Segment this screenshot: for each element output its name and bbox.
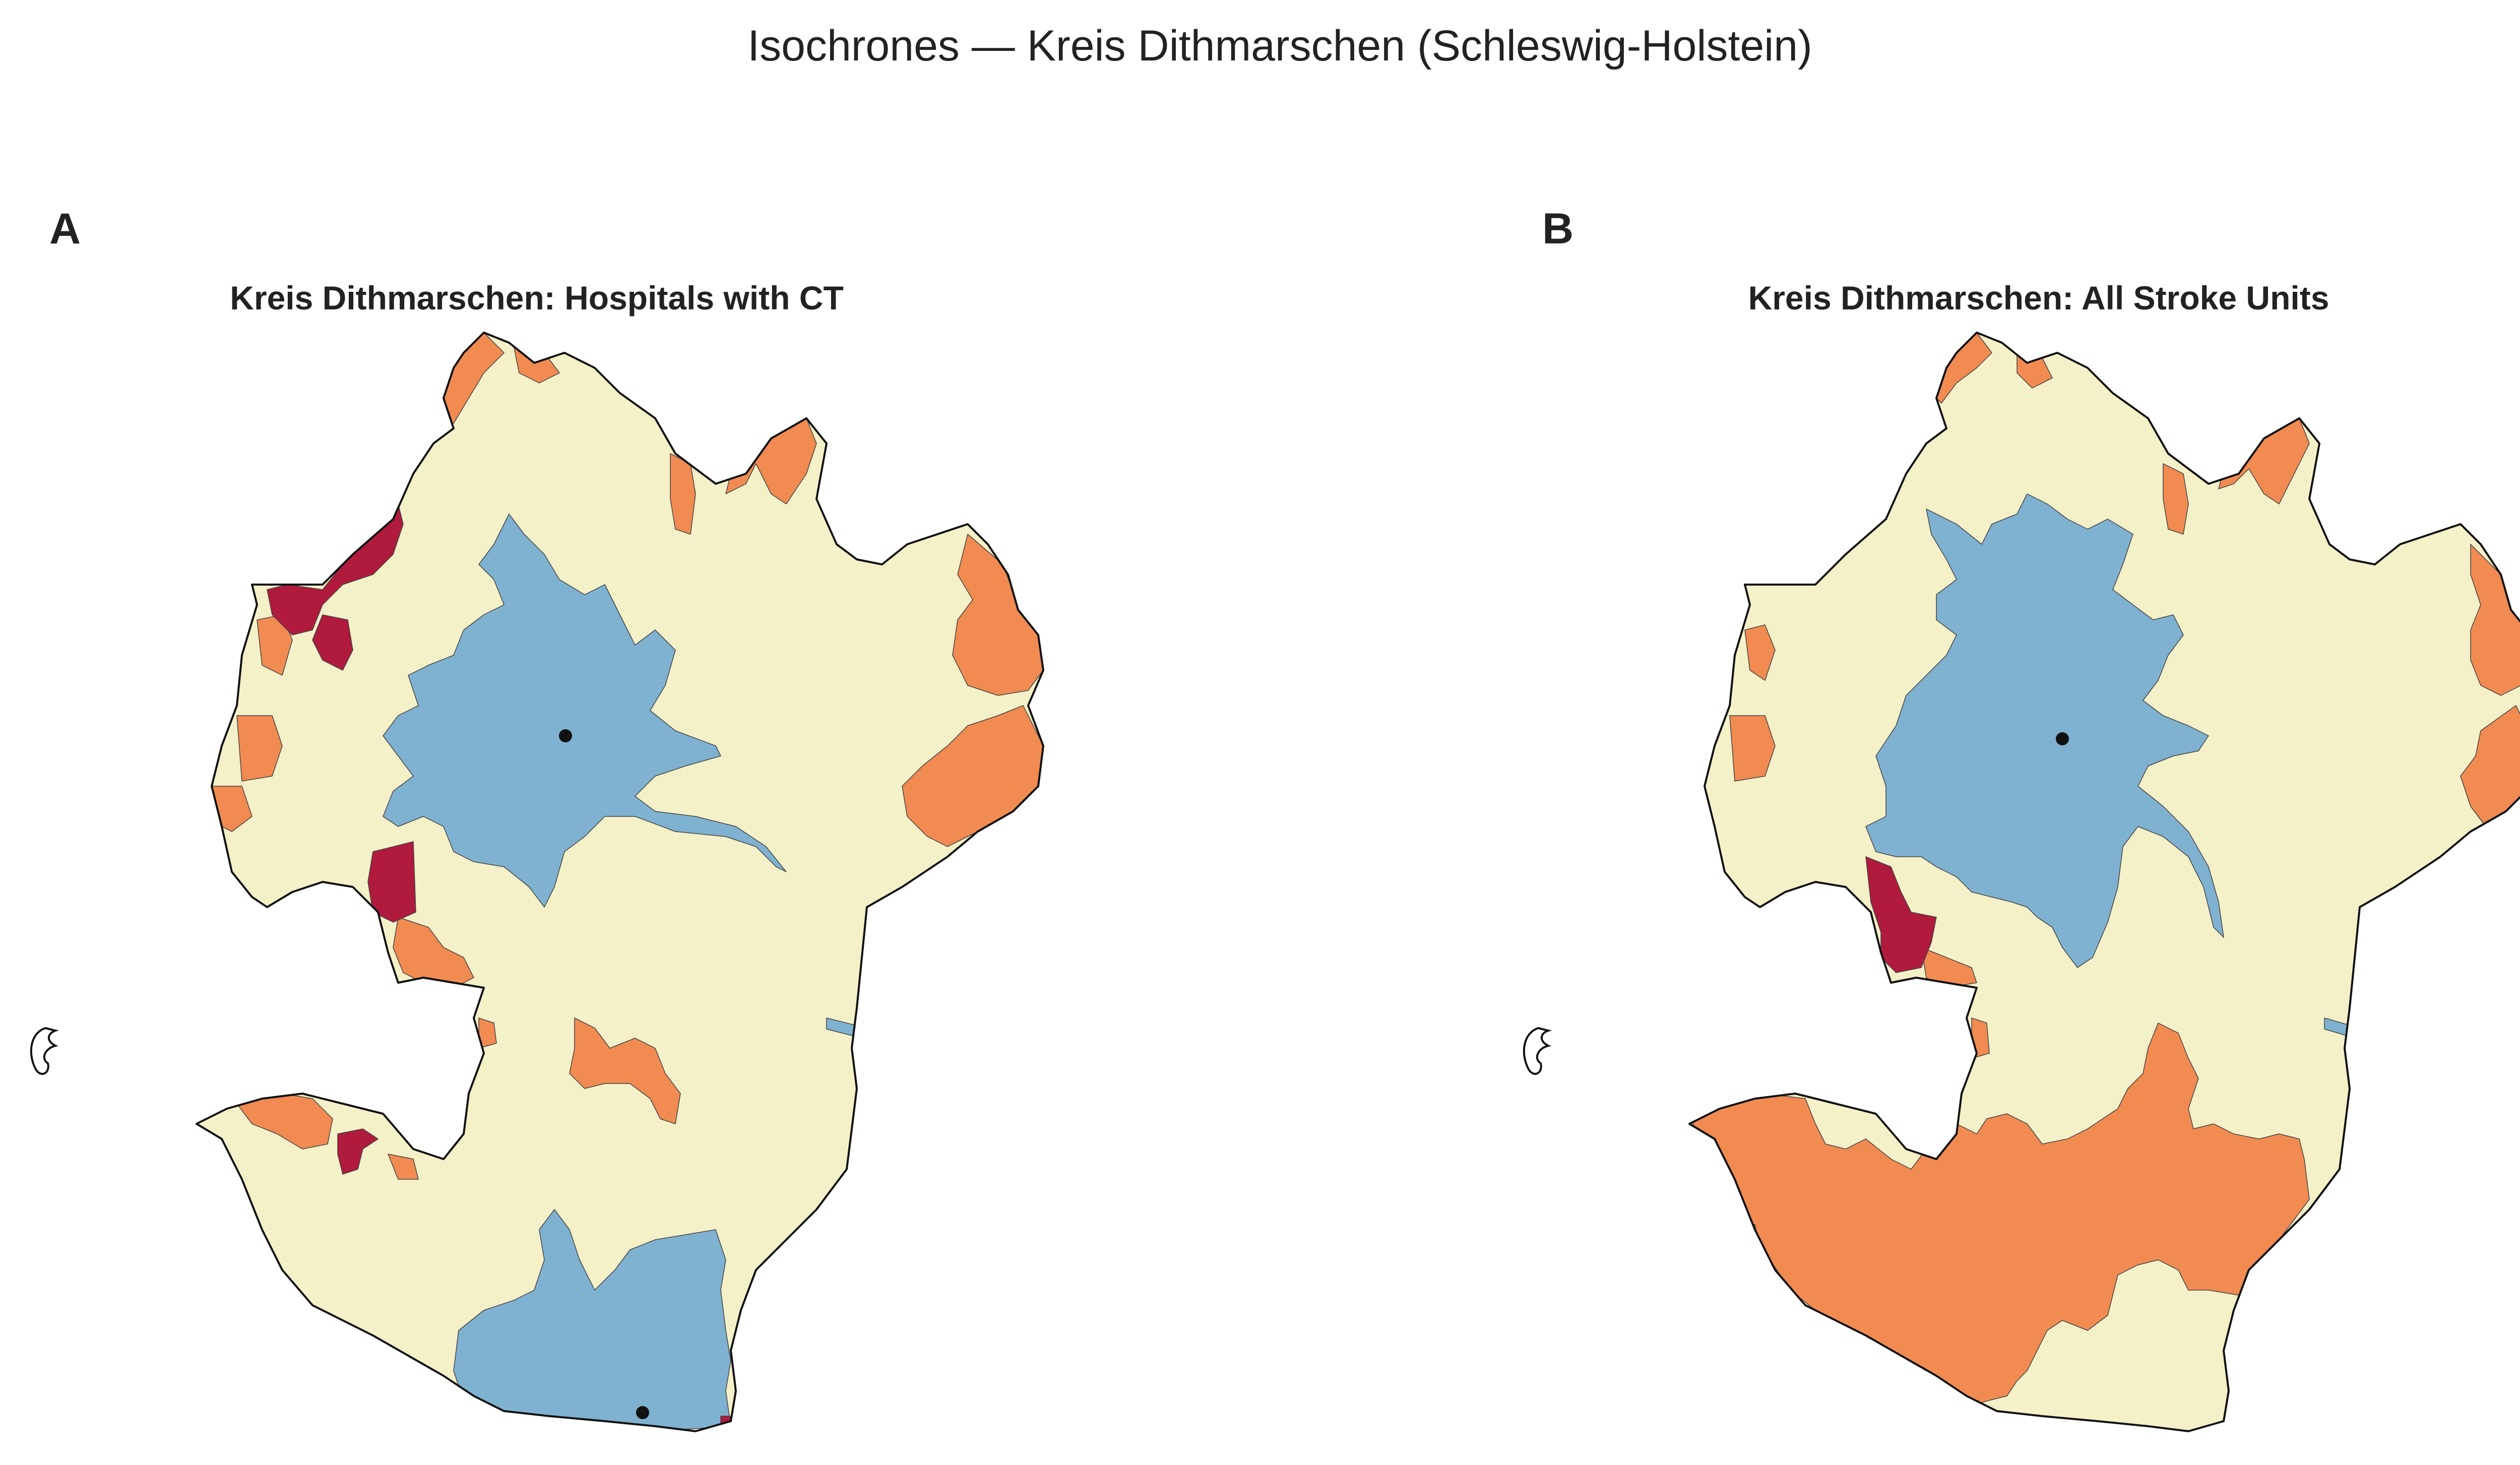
- panel-a-letter: A: [49, 205, 81, 253]
- panel-a-zone-1-south: [453, 1209, 731, 1431]
- panel-b-title: Kreis Dithmarschen: All Stroke Units: [1748, 279, 2329, 316]
- panel-a-hospital-marker-1: [559, 729, 572, 742]
- panel-b-zone-3-west-2: [1729, 715, 1776, 782]
- panel-b-zone-3-west-1: [1744, 624, 1776, 681]
- panel-a-island: [30, 1027, 59, 1075]
- panel-a-title: Kreis Dithmarschen: Hospitals with CT: [230, 279, 844, 316]
- panel-b-zone-3-east-2: [2460, 705, 2520, 827]
- figure-title: Isochrones — Kreis Dithmarschen (Schlesw…: [747, 22, 1812, 70]
- panel-b-letter: B: [1542, 205, 1574, 253]
- panel-a-zone-3-south-small: [388, 1154, 419, 1180]
- panel-a-zone-3-center: [569, 1017, 681, 1124]
- panel-b-zone-3-mid-west-small: [1971, 1017, 1990, 1059]
- panel-b-stroke-unit-marker-1: [2056, 732, 2069, 745]
- panel-a-zone-4-west: [367, 841, 416, 923]
- panel-b-island: [1523, 1027, 1552, 1075]
- panel-a-hospital-marker-2: [636, 1406, 649, 1419]
- panel-b-zone-4-west: [1865, 856, 1937, 973]
- panel-b-map: [1523, 332, 2520, 1432]
- panel-a-map: [30, 332, 1044, 1432]
- panel-b-zone-3-northeast-small: [2163, 463, 2189, 535]
- panel-a-zone-1-north: [383, 514, 787, 908]
- panel-a-zone-3-west-2: [236, 715, 283, 782]
- panel-a-zone-4-south-1: [428, 1400, 444, 1422]
- panel-a-zone-4-northwest-small: [312, 614, 353, 671]
- panel-b-zone-3-mid-west: [1921, 947, 1977, 988]
- panel-a-zone-3-mid-west: [393, 917, 474, 988]
- panel-b-zone-1-catchment: [1865, 493, 2224, 968]
- panel-a-zone-4-southwest: [337, 1128, 379, 1175]
